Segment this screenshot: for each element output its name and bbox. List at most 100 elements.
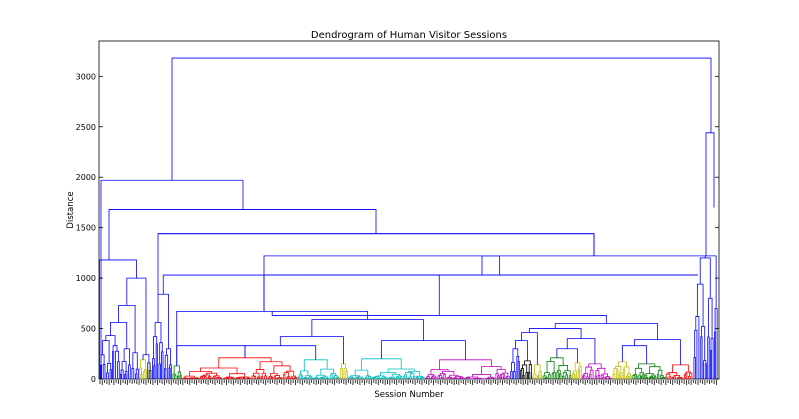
dendrogram-link	[237, 378, 241, 379]
dendrogram-link	[171, 57, 712, 181]
dendrogram-link	[544, 372, 550, 376]
dendrogram-link	[511, 362, 515, 372]
dendrogram-link	[441, 370, 455, 376]
dendrogram-link	[550, 357, 564, 366]
dendrogram-link	[667, 372, 678, 376]
dendrogram-link	[264, 375, 267, 379]
dendrogram-link	[517, 361, 520, 379]
dendrogram-link	[487, 376, 494, 379]
dendrogram-links	[99, 57, 718, 380]
dendrogram-link	[154, 322, 162, 343]
y-tick-label: 0	[91, 375, 96, 384]
dendrogram-link	[573, 370, 578, 379]
dendrogram-link	[195, 377, 200, 379]
dendrogram-link	[162, 274, 440, 316]
y-tick-label: 2500	[76, 123, 96, 132]
dendrogram-link	[372, 377, 375, 379]
dendrogram-link	[502, 372, 509, 377]
dendrogram-link	[273, 365, 291, 374]
dendrogram-link	[458, 377, 462, 379]
dendrogram-link	[242, 377, 246, 379]
dendrogram-link	[120, 373, 123, 379]
dendrogram-link	[212, 376, 216, 379]
dendrogram-link	[117, 361, 120, 379]
dendrogram-link	[558, 365, 568, 371]
dendrogram-link	[177, 375, 180, 379]
dendrogram-link	[282, 374, 286, 379]
dendrogram-link	[704, 363, 707, 379]
dendrogram-link	[710, 350, 712, 379]
dendrogram-link	[110, 322, 128, 349]
dendrogram-link	[128, 364, 131, 379]
dendrogram-link	[341, 363, 346, 369]
dendrogram-link	[333, 375, 338, 378]
dendrogram-link	[208, 376, 211, 379]
dendrogram-link	[102, 364, 106, 379]
dendrogram-link	[303, 359, 328, 371]
dendrogram-link	[634, 367, 643, 375]
dendrogram-link	[112, 351, 115, 379]
dendrogram-link	[434, 376, 437, 379]
dendrogram-link	[597, 374, 601, 379]
dendrogram-link	[139, 367, 142, 379]
dendrogram-link	[255, 369, 265, 374]
y-tick-label: 500	[81, 325, 96, 334]
dendrogram-link	[177, 371, 182, 377]
dendrogram-link	[227, 377, 230, 379]
chart-title: Dendrogram of Human Visitor Sessions	[311, 30, 507, 41]
dendrogram-link	[123, 348, 130, 365]
dendrogram-link	[203, 374, 210, 377]
dendrogram-link	[649, 376, 652, 379]
dendrogram-link	[665, 376, 668, 379]
dendrogram-link	[466, 376, 479, 379]
dendrogram-link	[148, 370, 152, 379]
dendrogram-link	[622, 369, 626, 379]
dendrogram-link	[314, 377, 319, 379]
dendrogram-link	[449, 374, 459, 378]
dendrogram-link	[218, 357, 272, 369]
dendrogram-link	[126, 277, 147, 355]
dendrogram-link	[621, 345, 648, 364]
dendrogram-link	[613, 368, 618, 375]
dendrogram-link	[430, 369, 449, 375]
dendrogram-link	[157, 233, 595, 295]
dendrogram-link	[492, 377, 495, 379]
dendrogram-link	[109, 369, 112, 379]
dendrogram-link	[325, 377, 329, 379]
dendrogram-link	[351, 377, 354, 379]
dendrogram-link	[499, 374, 502, 379]
dendrogram-link	[235, 378, 238, 379]
dendrogram-link	[263, 255, 483, 312]
dendrogram-link	[384, 377, 387, 379]
dendrogram-link	[340, 367, 343, 379]
dendrogram-link	[649, 375, 654, 378]
dendrogram-link	[271, 311, 607, 324]
dendrogram-link	[564, 370, 571, 376]
dendrogram-link	[169, 364, 172, 379]
dendrogram-link	[612, 373, 616, 379]
dendrogram-link	[153, 365, 156, 379]
dendrogram-link	[618, 375, 621, 379]
dendrogram-link	[290, 377, 293, 379]
dendrogram-link	[348, 376, 353, 379]
dendrogram-link	[514, 340, 528, 361]
y-tick-label: 2000	[76, 173, 96, 182]
dendrogram-link	[176, 345, 246, 366]
dendrogram-link	[589, 373, 592, 379]
dendrogram-link	[147, 362, 151, 379]
dendrogram-link	[645, 376, 648, 379]
dendrogram-link	[443, 374, 446, 379]
dendrogram-link	[616, 369, 619, 379]
y-tick-label: 3000	[76, 72, 96, 81]
x-axis-label: Session Number	[374, 390, 444, 400]
dendrogram-link	[179, 374, 182, 379]
dendrogram-link	[440, 376, 443, 379]
dendrogram-link	[642, 373, 645, 379]
dendrogram-link	[557, 369, 561, 374]
dendrogram-link	[661, 376, 665, 379]
dendrogram-link	[629, 375, 632, 379]
dendrogram-link	[270, 372, 278, 377]
dendrogram-link	[679, 377, 683, 379]
dendrogram-link	[528, 364, 532, 379]
